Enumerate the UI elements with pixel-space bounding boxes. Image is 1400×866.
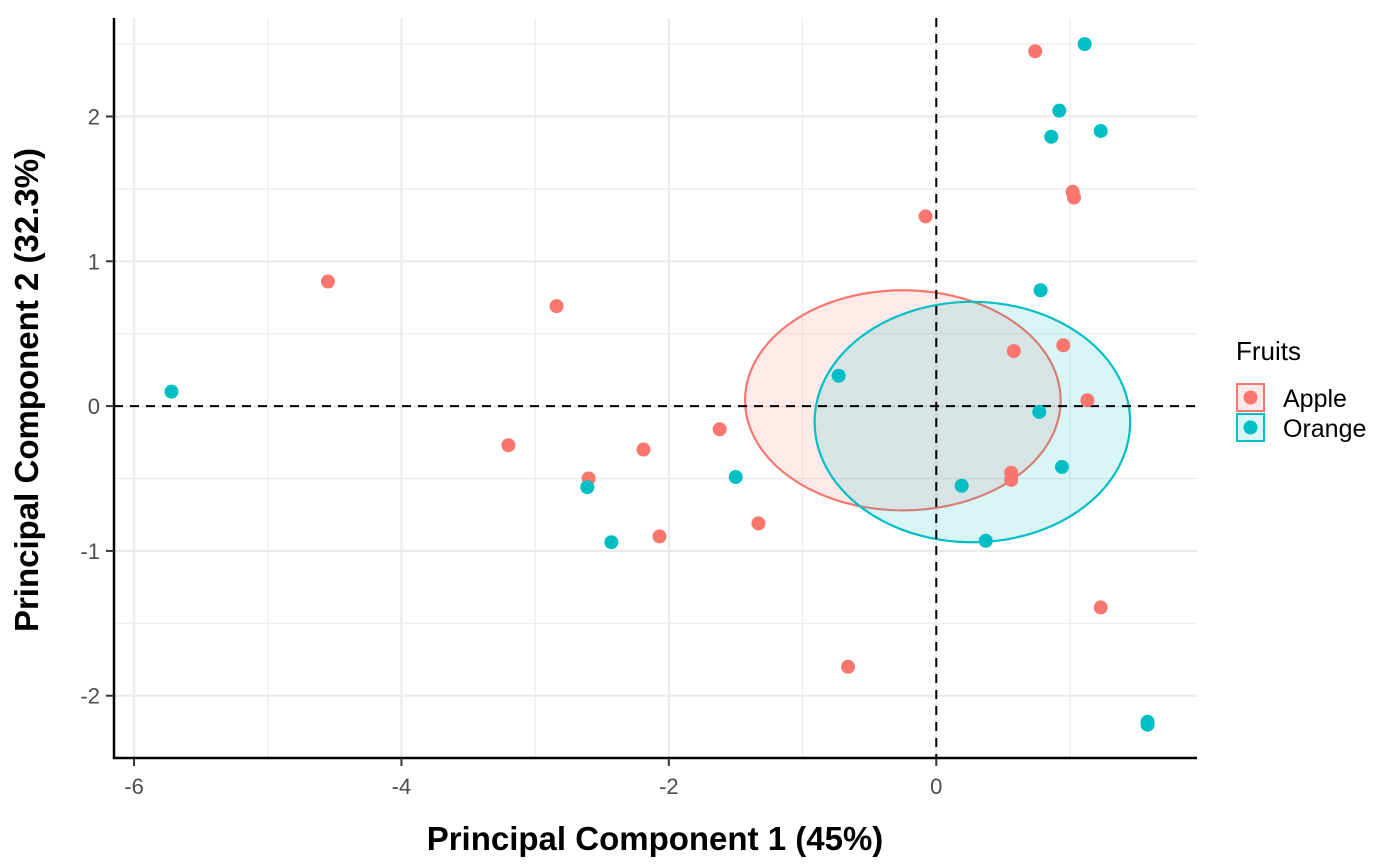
- point-orange: [1044, 129, 1059, 144]
- x-tick-label: -2: [659, 774, 679, 799]
- point-orange: [1032, 404, 1047, 419]
- point-apple: [1093, 600, 1108, 615]
- point-apple: [751, 516, 766, 531]
- point-orange: [604, 535, 619, 550]
- point-orange: [1077, 37, 1092, 52]
- point-orange: [1140, 717, 1155, 732]
- point-orange: [728, 470, 743, 485]
- point-apple: [1080, 393, 1095, 408]
- point-orange: [831, 368, 846, 383]
- y-tick-label: 1: [88, 249, 100, 274]
- data-points: [164, 37, 1155, 732]
- y-axis-title: Principal Component 2 (32.3%): [8, 148, 45, 632]
- point-apple: [1028, 44, 1043, 59]
- point-apple: [1066, 190, 1081, 205]
- y-tick-label: -1: [80, 539, 100, 564]
- y-tick-label: -2: [80, 684, 100, 709]
- y-tick-label: 0: [88, 394, 100, 419]
- legend-key-orange: [1236, 413, 1265, 442]
- ellipse-orange: [813, 300, 1132, 544]
- point-apple: [841, 659, 856, 674]
- point-apple: [320, 274, 335, 289]
- legend-key-apple: [1236, 383, 1265, 412]
- point-apple: [918, 209, 933, 224]
- legend-label-orange: Orange: [1283, 415, 1366, 443]
- x-tick-label: -6: [124, 774, 144, 799]
- axes: -6 -4 -2 0 -2 -1 0 1 2: [80, 18, 1197, 799]
- point-orange: [1033, 283, 1048, 298]
- point-apple: [712, 422, 727, 437]
- x-tick-label: -4: [392, 774, 412, 799]
- x-axis-title: Principal Component 1 (45%): [427, 820, 884, 857]
- x-tick-label: 0: [930, 774, 942, 799]
- point-apple: [1004, 472, 1019, 487]
- point-apple: [652, 529, 667, 544]
- point-apple: [1056, 338, 1071, 353]
- legend-title: Fruits: [1236, 336, 1301, 366]
- legend-label-apple: Apple: [1283, 385, 1347, 413]
- point-apple: [549, 299, 564, 314]
- ellipse-apple: [743, 289, 1062, 512]
- point-orange: [978, 533, 993, 548]
- point-orange: [1052, 103, 1067, 118]
- point-apple: [501, 438, 516, 453]
- point-orange: [1093, 123, 1108, 138]
- y-tick-label: 2: [88, 104, 100, 129]
- reference-lines: [114, 18, 1197, 758]
- point-orange: [1054, 459, 1069, 474]
- confidence-ellipses: [743, 289, 1132, 544]
- legend-marker-orange: [1243, 420, 1258, 435]
- point-apple: [636, 442, 651, 457]
- point-orange: [164, 384, 179, 399]
- point-orange: [580, 480, 595, 495]
- legend-marker-apple: [1243, 390, 1258, 405]
- point-orange: [954, 478, 969, 493]
- point-apple: [1006, 344, 1021, 359]
